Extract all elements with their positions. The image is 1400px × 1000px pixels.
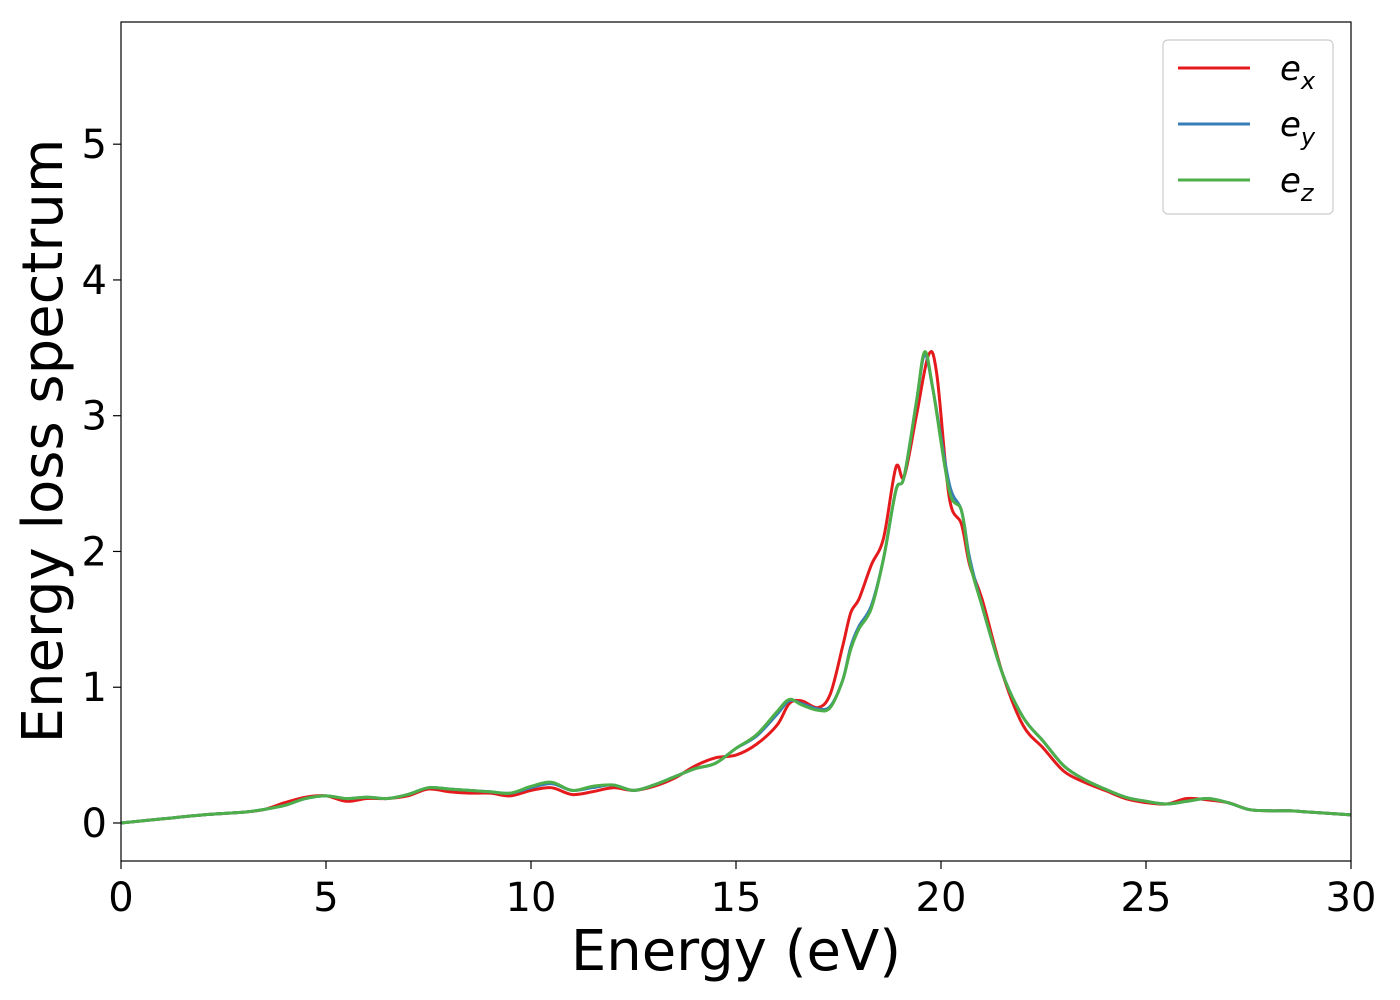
series-line-ez: [120, 350, 1352, 825]
series-line-ex: [120, 350, 1352, 825]
x-tick-label: 25: [1121, 875, 1172, 921]
y-tick-label: 3: [82, 394, 107, 440]
x-tick-label: 10: [506, 875, 557, 921]
y-tick-label: 1: [82, 665, 107, 711]
x-tick-label: 0: [108, 875, 133, 921]
series-layer: [120, 350, 1352, 825]
legend-subscript: z: [1300, 179, 1315, 207]
x-tick-label: 5: [313, 875, 338, 921]
x-axis: 0 5 10 15 20 25 30: [108, 861, 1376, 921]
y-tick-label: 5: [82, 122, 107, 168]
x-axis-title: Energy (eV): [571, 919, 901, 984]
x-tick-label: 30: [1326, 875, 1377, 921]
legend-subscript: x: [1300, 67, 1316, 95]
x-tick-label: 20: [916, 875, 967, 921]
y-tick-label: 0: [82, 801, 107, 847]
x-tick-label: 15: [711, 875, 762, 921]
y-tick-label: 2: [82, 529, 107, 575]
y-axis: 0 1 2 3 4 5: [82, 122, 121, 847]
legend-subscript: y: [1300, 123, 1316, 151]
legend-box: [1162, 39, 1334, 215]
legend-label-ez: ez: [1280, 161, 1315, 207]
y-tick-label: 4: [82, 258, 107, 304]
y-axis-title: Energy loss spectrum: [11, 139, 76, 744]
series-line-ey: [120, 353, 1352, 825]
